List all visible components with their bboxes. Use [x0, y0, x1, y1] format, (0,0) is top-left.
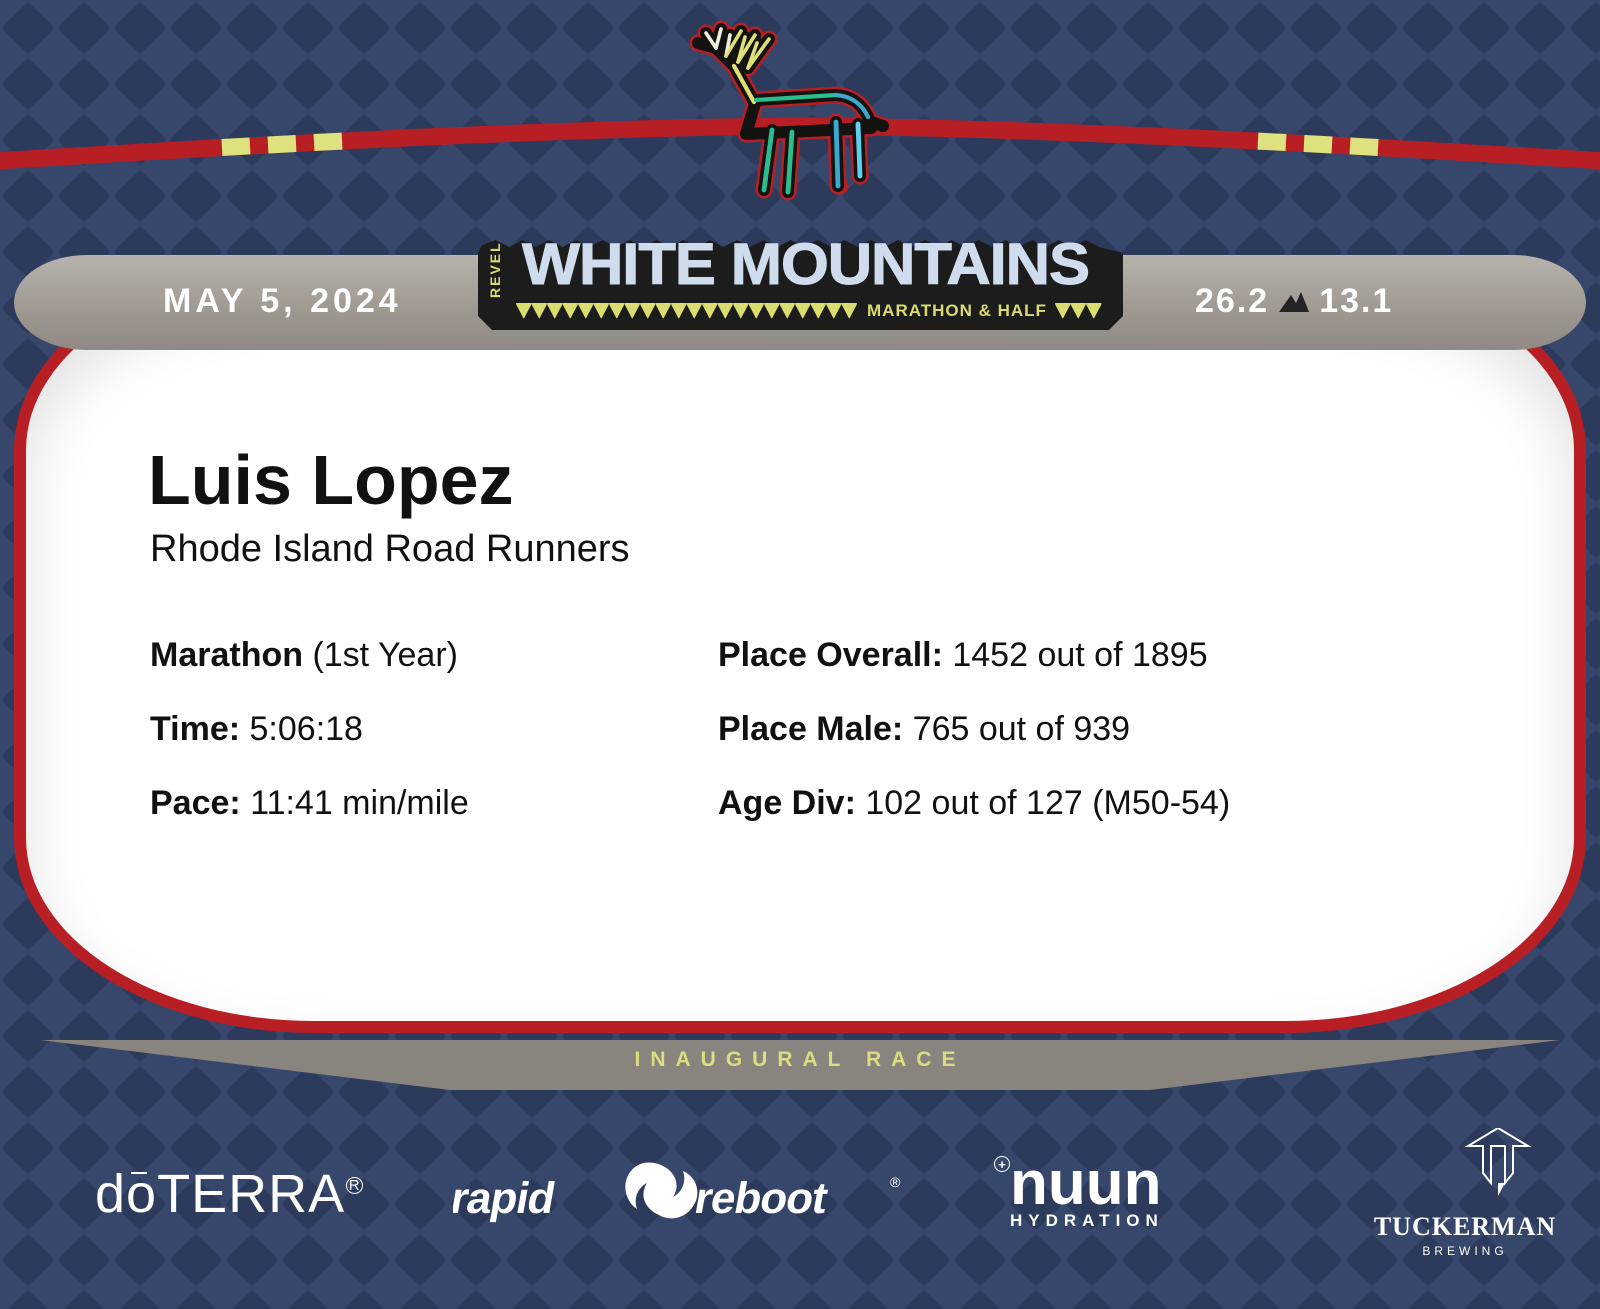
svg-text:rapid: rapid — [453, 1174, 558, 1223]
svg-text:®: ® — [890, 1174, 901, 1190]
svg-text:reboot: reboot — [691, 1174, 832, 1223]
